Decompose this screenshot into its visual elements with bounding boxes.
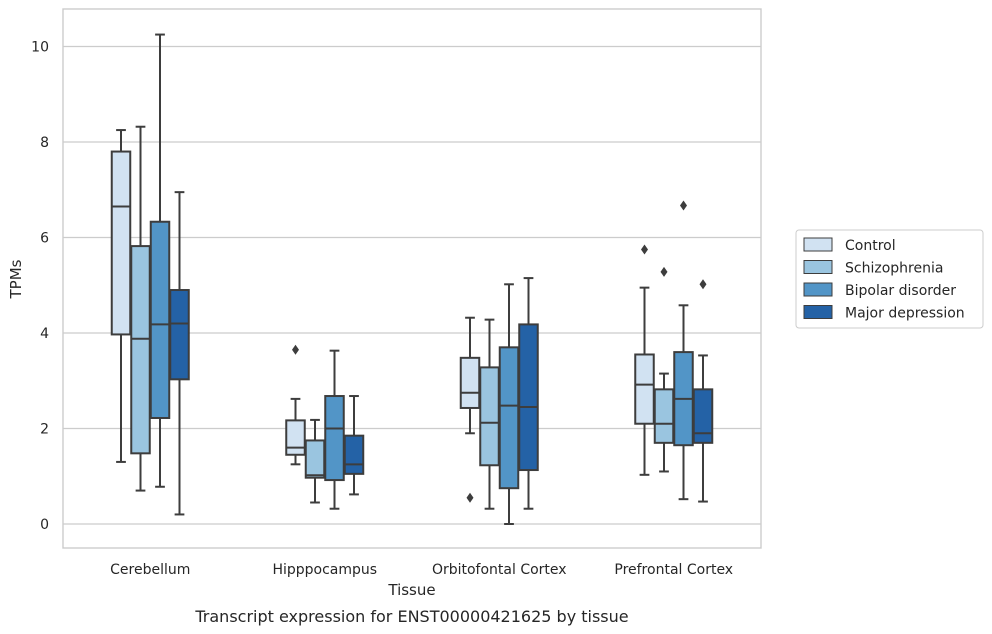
legend-item: Major depression xyxy=(803,305,965,322)
box-iqr xyxy=(110,150,132,336)
box-iqr xyxy=(459,356,481,409)
outlier-point xyxy=(699,279,707,290)
box-bipolar-disorder xyxy=(149,33,171,488)
plot-frame xyxy=(62,8,762,549)
box-iqr xyxy=(130,245,151,455)
legend-item: Control xyxy=(803,237,896,254)
boxes-layer xyxy=(110,33,714,525)
x-tick-labels: Cerebellum Hipppocampus Orbitofontal Corte… xyxy=(110,562,733,578)
chart-caption: Transcript expression for ENST0000042162… xyxy=(194,607,628,626)
box-iqr xyxy=(479,366,500,467)
y-tick-labels: 0 2 4 6 8 10 xyxy=(31,40,49,534)
legend-swatch xyxy=(803,237,833,252)
x-tick-label: Orbitofontal Cortex xyxy=(432,562,567,578)
y-tick-label: 4 xyxy=(40,326,49,342)
y-tick-label: 6 xyxy=(40,231,49,247)
legend-label: Control xyxy=(845,238,896,254)
x-tick-label: Cerebellum xyxy=(110,562,190,578)
legend-label: Major depression xyxy=(845,306,965,322)
box-control xyxy=(459,316,481,503)
box-major-depression xyxy=(692,279,714,503)
y-tick-label: 8 xyxy=(40,135,49,151)
y-axis-label: TPMs xyxy=(7,259,25,299)
legend-frame xyxy=(795,229,984,329)
box-schizophrenia xyxy=(130,125,151,492)
box-iqr xyxy=(653,388,675,444)
outlier-point xyxy=(680,200,687,211)
legend-swatch xyxy=(803,260,833,274)
legend-swatch xyxy=(803,282,833,297)
box-control xyxy=(634,244,655,476)
box-iqr xyxy=(692,388,714,444)
x-tick-label: Prefrontal Cortex xyxy=(614,562,733,578)
y-tick-label: 0 xyxy=(40,517,49,533)
outlier-point xyxy=(466,492,474,503)
box-iqr xyxy=(498,346,520,490)
box-schizophrenia xyxy=(304,418,326,504)
outlier-point xyxy=(660,266,668,277)
box-schizophrenia xyxy=(653,266,675,473)
legend-item: Bipolar disorder xyxy=(803,282,956,299)
box-control xyxy=(110,129,132,463)
box-major-depression xyxy=(169,191,190,516)
box-iqr xyxy=(324,395,345,482)
box-bipolar-disorder xyxy=(324,349,345,510)
legend-swatch xyxy=(803,305,833,319)
legend-item: Schizophrenia xyxy=(803,260,943,277)
box-iqr xyxy=(343,434,365,475)
box-iqr xyxy=(149,220,171,419)
y-tick-label: 2 xyxy=(40,422,49,438)
box-bipolar-disorder xyxy=(498,283,520,525)
legend-label: Schizophrenia xyxy=(845,261,943,277)
box-iqr xyxy=(304,439,326,479)
legend-label: Bipolar disorder xyxy=(845,283,956,299)
box-schizophrenia xyxy=(479,318,500,510)
x-tick-label: Hipppocampus xyxy=(272,562,377,578)
box-control xyxy=(285,344,306,466)
box-major-depression xyxy=(343,395,365,496)
box-iqr xyxy=(518,323,539,472)
box-iqr xyxy=(634,353,655,425)
x-axis-label: Tissue xyxy=(387,581,435,599)
legend: Control Schizophrenia Bipolar disorder Majo… xyxy=(795,229,984,329)
box-major-depression xyxy=(518,277,539,510)
box-bipolar-disorder xyxy=(673,200,694,501)
outlier-point xyxy=(641,244,648,255)
outlier-point xyxy=(292,344,299,355)
y-tick-label: 10 xyxy=(31,40,49,56)
box-iqr xyxy=(169,289,190,381)
box-iqr xyxy=(285,419,306,456)
